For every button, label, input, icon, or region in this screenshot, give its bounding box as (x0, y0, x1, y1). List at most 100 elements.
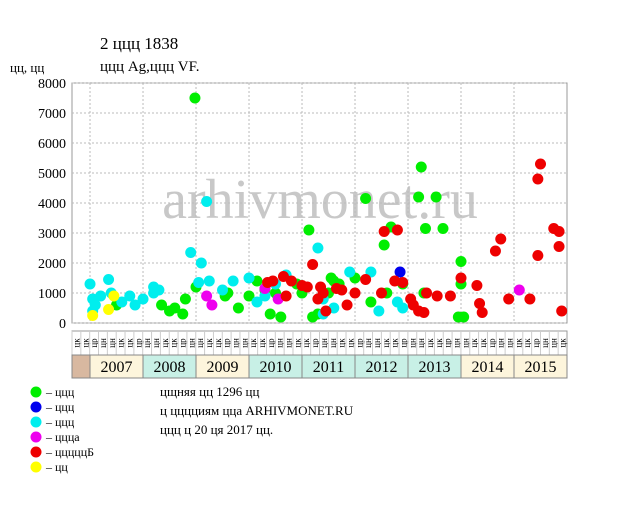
data-point (169, 302, 181, 314)
data-point (201, 196, 213, 207)
column-label: цн (186, 338, 196, 348)
data-point (320, 305, 332, 317)
column-label: цн (151, 338, 161, 348)
data-point (503, 293, 515, 305)
data-point (341, 299, 353, 311)
column-label: цк (469, 338, 479, 348)
data-point (455, 272, 467, 284)
data-point (267, 275, 279, 287)
data-point (471, 280, 483, 291)
data-point (421, 287, 433, 299)
column-label: цк (425, 338, 435, 348)
column-label: цр (531, 338, 541, 348)
column-label: цк (116, 338, 126, 348)
data-point (336, 284, 348, 296)
column-label: цн (540, 338, 550, 348)
data-point (227, 275, 239, 287)
y-tick-label: 7000 (38, 107, 66, 122)
legend-swatch (30, 416, 42, 428)
note: ц цццциям цца ARHIVMONET.RU (160, 403, 354, 418)
data-point (275, 311, 287, 323)
data-point (415, 161, 427, 173)
column-label: цн (284, 338, 294, 348)
legend-label: – ццц (45, 400, 75, 414)
column-label: цн (505, 338, 515, 348)
year-label: 2013 (419, 359, 451, 376)
year-cell (513, 354, 568, 379)
column-label: цн (328, 338, 338, 348)
note: ццц ц 20 ця 2017 цц. (160, 422, 273, 437)
legend-label: – ццц (45, 415, 75, 429)
column-label: цн (231, 338, 241, 348)
data-point (137, 293, 149, 305)
column-label: цк (80, 338, 90, 348)
data-point (124, 290, 136, 302)
column-label: цк (248, 338, 258, 348)
column-label: цн (275, 338, 285, 348)
legend-label: – цццццБ (45, 445, 94, 459)
data-point (444, 290, 456, 302)
data-point (232, 302, 244, 314)
year-label: 2008 (154, 359, 186, 376)
data-point (203, 275, 215, 287)
legend-label: – ццц (45, 385, 75, 399)
data-point (312, 242, 324, 254)
data-point (397, 277, 409, 288)
legend-label: – цц (45, 460, 68, 474)
data-point (437, 223, 449, 234)
data-point (553, 226, 565, 237)
column-label: цк (213, 338, 223, 348)
year-corner (71, 354, 91, 379)
data-point (317, 287, 329, 299)
data-point (360, 193, 372, 204)
column-label: цк (558, 338, 568, 348)
column-label: цн (407, 338, 417, 348)
column-label: цк (71, 338, 81, 348)
column-label: цк (478, 338, 488, 348)
watermark: arhivmonet.ru (162, 169, 478, 231)
year-label: 2010 (260, 359, 292, 376)
data-point (495, 233, 507, 245)
legend-swatch (30, 446, 42, 458)
data-point (201, 290, 213, 302)
y-tick-label: 2000 (38, 257, 66, 272)
data-point (349, 287, 361, 299)
column-label: цк (292, 338, 302, 348)
column-label: цр (266, 338, 276, 348)
column-label: цн (416, 338, 426, 348)
year-label: 2014 (472, 359, 504, 376)
column-label: цн (460, 338, 470, 348)
column-label: цр (177, 338, 187, 348)
chart-title: 2 ццц 1838 (100, 34, 178, 53)
column-label: цк (337, 338, 347, 348)
column-label: цн (107, 338, 117, 348)
year-label: 2011 (313, 359, 344, 376)
legend-swatch (30, 431, 42, 443)
data-point (489, 245, 501, 257)
data-point (243, 272, 255, 284)
data-point (378, 239, 390, 251)
data-point (431, 290, 443, 302)
data-point (391, 224, 403, 236)
data-point (280, 290, 292, 302)
data-point (108, 290, 120, 302)
column-label: цн (496, 338, 506, 348)
data-point (185, 247, 197, 258)
column-label: цк (434, 338, 444, 348)
column-label: цн (372, 338, 382, 348)
column-label: цр (443, 338, 453, 348)
column-label: цр (89, 338, 99, 348)
data-point (535, 158, 547, 170)
column-label: цн (363, 338, 373, 348)
column-label: цр (222, 338, 232, 348)
column-label: цр (398, 338, 408, 348)
data-point (476, 307, 488, 318)
data-point (430, 191, 442, 203)
y-axis-label: цц, цц (10, 60, 44, 75)
column-label: цк (381, 338, 391, 348)
data-point (193, 277, 205, 288)
data-point (103, 274, 115, 285)
legend-swatch (30, 386, 42, 398)
column-label: цр (133, 338, 143, 348)
